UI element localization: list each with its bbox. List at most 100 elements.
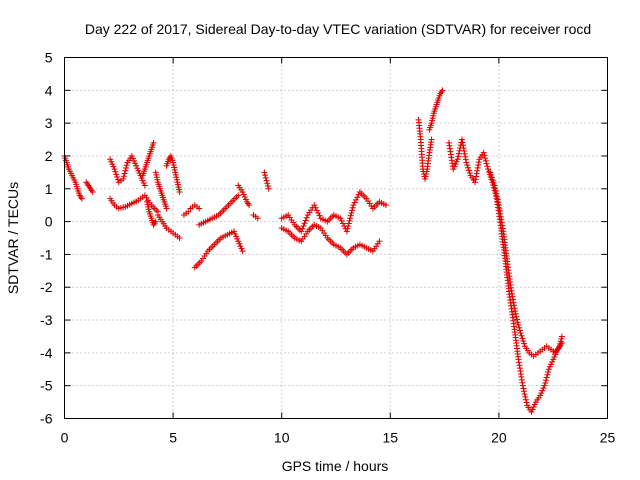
data-point [516,324,523,331]
data-point [349,207,356,214]
x-tick-label: 20 [491,430,507,446]
data-point [494,196,501,203]
y-tick-label: -2 [40,279,53,295]
series-arc-14 [235,182,253,209]
data-point [461,148,468,155]
data-point [475,159,482,166]
data-point [523,399,530,406]
data-point [510,299,517,306]
data-point [482,157,489,164]
data-point [481,152,488,159]
data-point [520,385,527,392]
data-point [120,175,127,182]
data-point [455,153,462,160]
data-point [558,333,565,340]
data-point [339,220,346,227]
data-point [382,202,389,209]
data-markers [61,87,565,415]
y-tick-label: 2 [45,148,53,164]
data-point [484,163,491,170]
y-tick-label: -4 [40,345,53,361]
y-tick-label: 1 [45,181,53,197]
series-arc-17 [278,221,383,258]
data-point [488,171,495,178]
data-point [513,313,520,320]
data-point [474,164,481,171]
data-point [337,215,344,222]
data-point [462,153,469,160]
series-arc-18 [278,189,389,235]
data-point [122,167,129,174]
data-point [254,215,261,222]
data-point [121,170,128,177]
data-point [542,377,549,384]
data-point [495,199,502,206]
data-point [152,218,159,225]
data-point [515,321,522,328]
data-point [463,159,470,166]
data-point [347,212,354,219]
data-point [543,374,550,381]
data-point [491,182,498,189]
data-point [454,156,461,163]
data-point [512,310,519,317]
data-point [111,166,118,173]
series-arc-16 [261,169,272,192]
data-point [487,169,494,176]
data-point [465,167,472,174]
y-axis-label: SDTVAR / TECUs [5,182,21,294]
data-point [262,174,269,181]
data-point [516,327,523,334]
data-point [472,176,479,183]
data-point [303,214,310,221]
data-point [355,191,362,198]
data-point [150,139,157,146]
data-point [544,371,551,378]
data-point [300,222,307,229]
data-point [343,228,350,235]
series-arc-04 [107,152,148,189]
data-point [114,176,121,183]
y-tick-label: 3 [45,115,53,131]
data-point [493,190,500,197]
data-point [264,183,271,190]
y-tick-label: 5 [45,50,53,66]
data-point [114,173,121,180]
tick-marks [64,57,608,419]
data-point [89,189,96,196]
data-point [492,185,499,192]
data-point [465,164,472,171]
data-point [351,199,358,206]
x-tick-label: 0 [61,430,69,446]
data-point [439,87,446,94]
y-tick-label: -5 [40,378,53,394]
data-point [474,167,481,174]
data-point [265,185,272,192]
data-point [545,369,552,376]
data-point [521,391,528,398]
x-axis-label: GPS time / hours [282,458,389,474]
data-point [344,225,351,232]
data-point [299,225,306,232]
data-point [492,188,499,195]
data-point [509,293,516,300]
x-tick-label: 5 [169,430,177,446]
data-point [473,170,480,177]
data-point [261,169,268,176]
series-arc-03 [107,192,161,215]
data-point [519,335,526,342]
data-point [510,296,517,303]
data-point [163,205,170,212]
series-arc-07 [152,169,170,212]
data-point [455,150,462,157]
data-point [350,202,357,209]
data-point [263,177,270,184]
data-point [473,173,480,180]
data-point [512,308,519,315]
data-point [460,145,467,152]
data-point [490,179,497,186]
data-point [78,195,85,202]
data-point [313,207,320,214]
chart-title: Day 222 of 2017, Sidereal Day-to-day VTE… [85,21,591,37]
